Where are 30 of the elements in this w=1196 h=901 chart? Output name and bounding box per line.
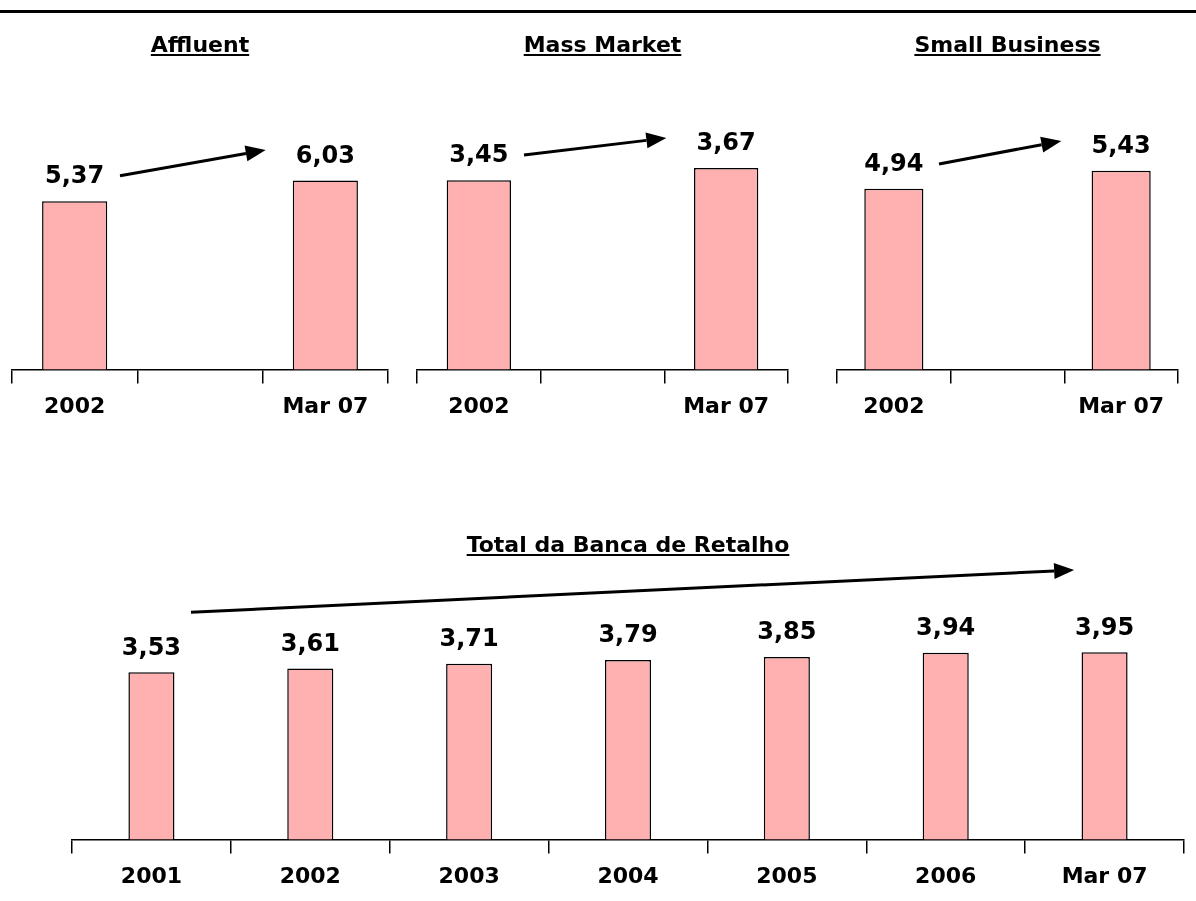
data-label: 3,53 [121, 632, 182, 661]
data-label: 3,71 [439, 623, 499, 652]
data-label: 5,43 [1091, 131, 1151, 160]
data-label: 3,85 [757, 617, 817, 646]
data-label: 6,03 [295, 140, 355, 169]
chart-title: Small Business [913, 31, 1102, 59]
x-tick-label: 2005 [756, 862, 818, 888]
x-tick-label: 2002 [279, 862, 341, 888]
data-label: 3,79 [598, 620, 658, 649]
data-label: 3,61 [280, 628, 340, 657]
x-tick-label: 2002 [44, 392, 106, 418]
x-tick-label: Mar 07 [1061, 862, 1148, 888]
data-label: 5,37 [45, 161, 105, 190]
x-tick-label: Mar 07 [282, 392, 369, 418]
chart-title: Affluent [149, 31, 251, 59]
chart-title: Mass Market [522, 31, 683, 59]
data-label: 3,45 [449, 140, 509, 169]
data-label: 3,95 [1074, 612, 1135, 641]
x-tick-label: 2003 [438, 862, 500, 888]
x-tick-label: 2002 [448, 392, 510, 418]
data-label: 4,94 [864, 149, 924, 178]
x-tick-label: 2001 [120, 862, 183, 888]
data-label: 3,67 [696, 128, 756, 157]
x-tick-label: Mar 07 [683, 392, 770, 418]
x-tick-label: 2004 [597, 862, 659, 888]
x-tick-label: 2002 [863, 392, 925, 418]
data-label: 3,94 [916, 613, 976, 642]
chart-title: Total da Banca de Retalho [465, 531, 791, 559]
x-tick-label: 2006 [915, 862, 977, 888]
x-tick-label: Mar 07 [1078, 392, 1165, 418]
